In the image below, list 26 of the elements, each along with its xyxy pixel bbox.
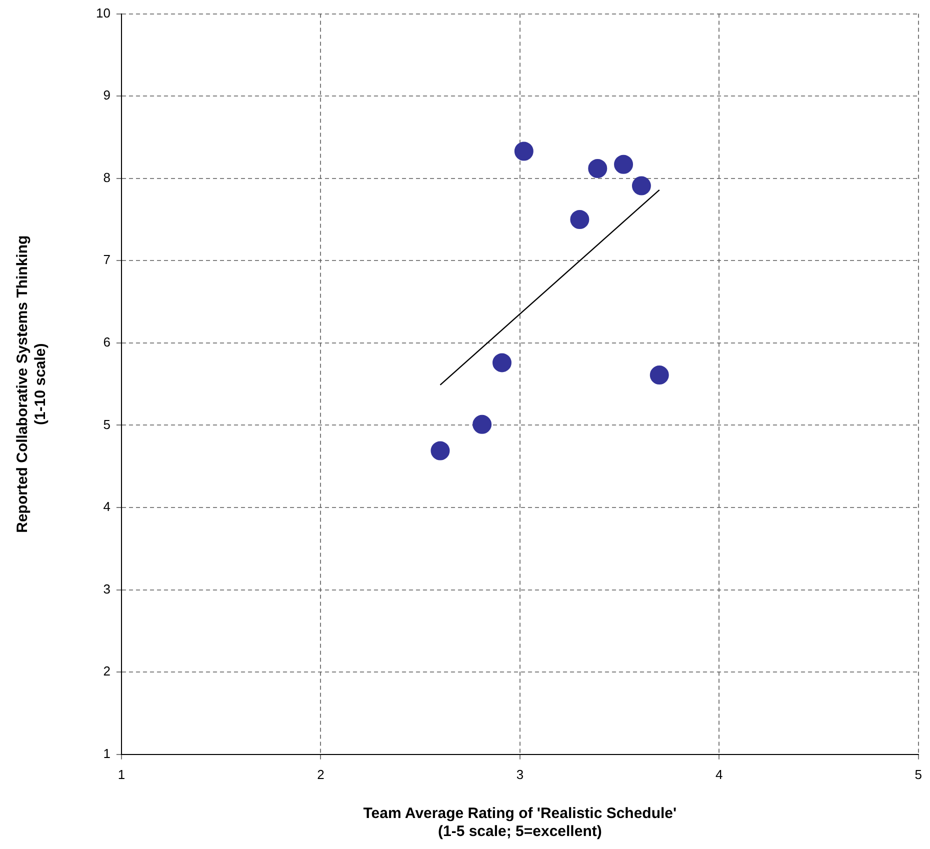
point <box>430 441 450 460</box>
x-tick-label: 5 <box>914 766 922 782</box>
point <box>472 414 492 434</box>
x-tick-label: 4 <box>716 766 723 782</box>
point <box>650 366 669 385</box>
point <box>492 353 512 372</box>
y-tick-label: 6 <box>103 334 110 350</box>
y-tick-label: 1 <box>103 746 110 761</box>
x-tick-label: 2 <box>317 766 324 782</box>
y-tick-label: 4 <box>103 499 110 514</box>
y-tick-label: 7 <box>103 252 110 268</box>
y-axis-title: Reported Collaborative Systems Thinking (1-10 scale) <box>14 235 50 533</box>
point <box>588 159 608 178</box>
x-axis-title: Team Average Rating of 'Realistic Schedule' (1-5 scale; 5=excellent) <box>363 805 677 840</box>
y-tick-label: 3 <box>103 581 110 596</box>
y-tick-label: 10 <box>96 5 110 20</box>
point <box>514 142 534 161</box>
y-tick-label: 8 <box>103 170 110 185</box>
point <box>614 154 634 174</box>
x-tick-label: 3 <box>516 766 524 782</box>
y-tick-label: 9 <box>103 88 110 103</box>
point <box>570 210 590 230</box>
y-tick-label: 5 <box>103 416 110 432</box>
y-tick-label: 2 <box>103 664 110 679</box>
point <box>632 176 651 196</box>
x-tick-label: 1 <box>118 766 126 782</box>
